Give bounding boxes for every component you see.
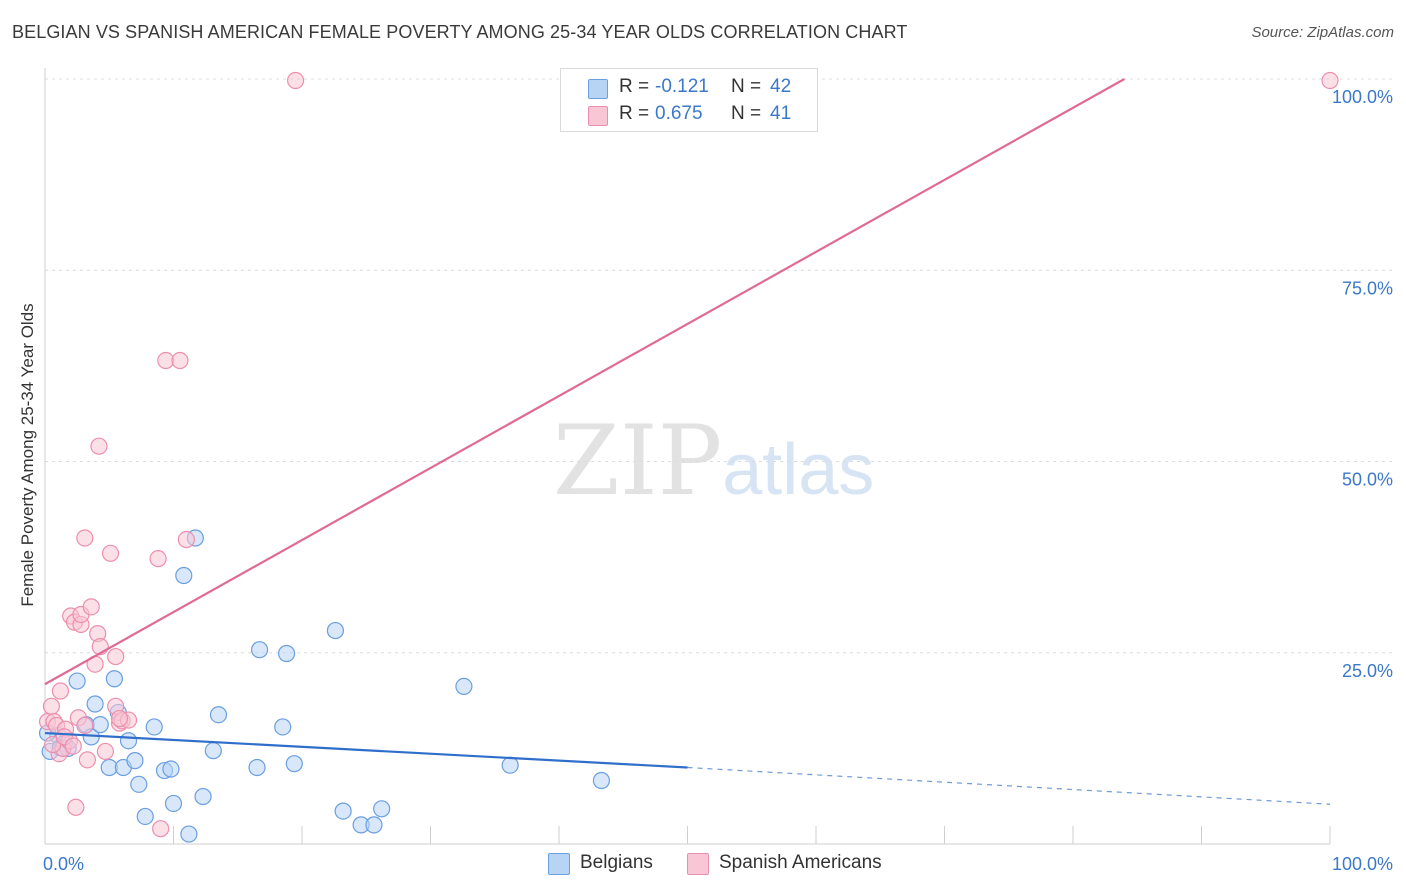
bottom-legend-swatch-spanish-americans [687, 853, 709, 875]
belgian-point [175, 566, 193, 585]
legend-swatch-spanish-americans [588, 106, 608, 126]
legend-swatch-belgians [588, 79, 608, 99]
bottom-legend-label-belgians: Belgians [580, 852, 653, 873]
belgian-point [162, 760, 180, 778]
belgian-point [326, 621, 345, 640]
bottom-legend-belgians: Belgians [548, 852, 678, 876]
belgian-point [277, 644, 296, 663]
spanish-american-point [82, 598, 100, 616]
belgian-point [180, 825, 198, 843]
belgian-point [68, 672, 86, 690]
spanish-american-point [76, 529, 94, 547]
belgian-point [105, 670, 123, 688]
belgian-point [164, 794, 183, 813]
y-tick-label: 25.0% [1342, 661, 1393, 681]
spanish-american-point [177, 530, 195, 549]
legend-row-belgians: R = -0.121 N = 42 [561, 75, 817, 101]
belgian-point [194, 787, 212, 806]
spanish-american-point [51, 682, 70, 700]
belgian-point [145, 718, 163, 736]
spanish-american-point [1321, 71, 1339, 90]
chart-title: BELGIAN VS SPANISH AMERICAN FEMALE POVER… [12, 22, 908, 42]
y-tick-label: 50.0% [1342, 470, 1393, 490]
spanish-american-point [149, 550, 167, 568]
bottom-legend-spanish-americans: Spanish Americans [687, 852, 907, 876]
belgian-point [373, 800, 391, 818]
belgian-point [130, 775, 148, 793]
x-tick-label: 0.0% [43, 854, 84, 874]
belgian-point [334, 802, 352, 820]
spanish-american-point [101, 544, 120, 562]
spanish-american-point [64, 737, 82, 755]
belgian-point [285, 755, 303, 773]
belgian-point [455, 677, 473, 696]
spanish-american-point [110, 709, 129, 728]
belgian-point [274, 718, 292, 736]
spanish-american-point [171, 351, 189, 370]
bottom-legend-swatch-belgians [548, 853, 570, 875]
belgian-point [136, 807, 154, 826]
y-axis-label: Female Poverty Among 25-34 Year Olds [18, 303, 37, 607]
y-tick-label: 75.0% [1342, 278, 1393, 298]
belgian-point [592, 771, 611, 790]
x-tick-label: 100.0% [1332, 854, 1393, 874]
legend-n-value: 41 [770, 103, 792, 124]
spanish-american-point [42, 697, 61, 715]
spanish-american-point [96, 742, 114, 761]
belgian-point [250, 641, 269, 659]
belgian-point [119, 732, 138, 750]
bottom-legend-label-spanish-americans: Spanish Americans [719, 852, 882, 873]
y-tick-label: 100.0% [1332, 87, 1393, 107]
belgians-trend-line [44, 731, 688, 769]
belgian-point [126, 752, 144, 770]
belgian-point [204, 742, 222, 760]
legend-n-value: 42 [770, 76, 792, 97]
legend-r-value: -0.121 [655, 76, 709, 97]
legend-r-label: R = [619, 103, 650, 124]
belgian-point [501, 756, 519, 774]
spanish-americans-trend-line [44, 78, 1125, 686]
spanish-american-point [78, 751, 97, 769]
spanish-american-point [286, 71, 305, 90]
belgian-point [91, 716, 109, 734]
spanish-american-point [67, 798, 85, 816]
spanish-american-point [76, 716, 94, 735]
belgian-point [209, 706, 228, 724]
spanish-american-point [152, 820, 170, 838]
legend-r-value: 0.675 [655, 103, 703, 124]
spanish-american-point [107, 647, 125, 666]
spanish-american-point [90, 437, 108, 455]
belgian-point [86, 695, 104, 713]
legend-n-label: N = [731, 103, 762, 124]
legend-row-spanish-americans: R = 0.675 N = 41 [561, 102, 817, 128]
legend-n-label: N = [731, 76, 762, 97]
belgians-trend-extension [687, 766, 1331, 805]
source-credit: Source: ZipAtlas.com [1251, 24, 1394, 41]
legend-r-label: R = [619, 76, 650, 97]
belgian-point [365, 816, 383, 834]
correlation-legend: R = -0.121 N = 42 R = 0.675 N = 41 [560, 68, 818, 132]
belgian-point [248, 758, 266, 777]
